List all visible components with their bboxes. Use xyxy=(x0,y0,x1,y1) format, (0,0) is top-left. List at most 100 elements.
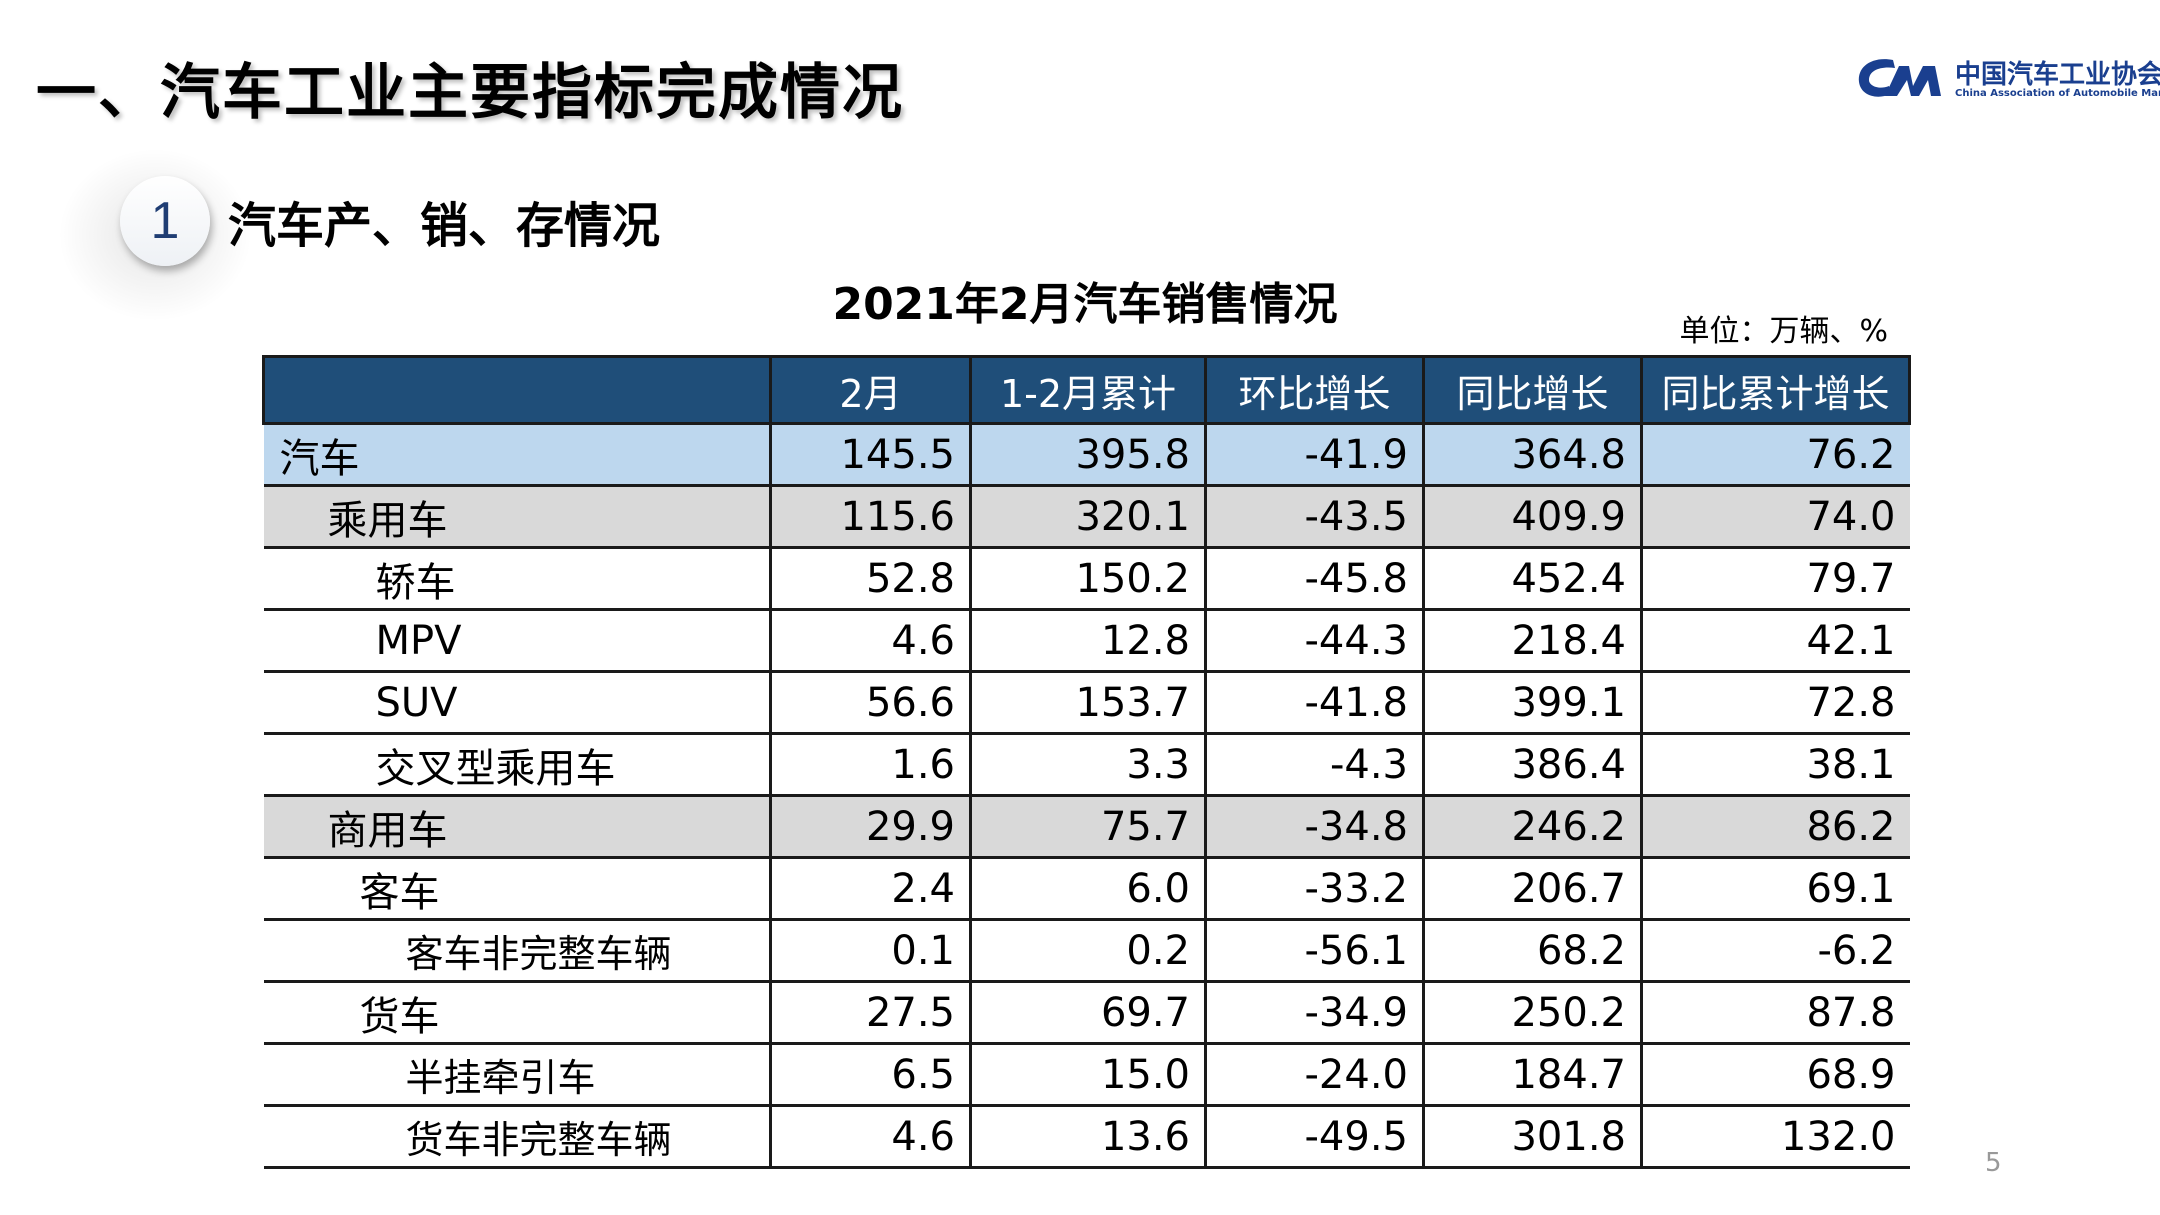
row-label: 汽车 xyxy=(263,423,772,487)
cell-yoy-cumulative: 42.1 xyxy=(1640,609,1910,673)
cell-mom: -56.1 xyxy=(1204,919,1425,983)
cell-cumulative: 3.3 xyxy=(969,733,1207,797)
column-header-feb: 2月 xyxy=(769,355,972,425)
cell-mom: -43.5 xyxy=(1204,485,1425,549)
row-label: 客车 xyxy=(263,857,772,921)
table-row: 货车 27.5 69.7 -34.9 250.2 87.8 xyxy=(263,981,1910,1045)
cell-cumulative: 320.1 xyxy=(969,485,1207,549)
row-label: 交叉型乘用车 xyxy=(263,733,772,797)
cell-cumulative: 0.2 xyxy=(969,919,1207,983)
cell-yoy-cumulative: 132.0 xyxy=(1640,1105,1910,1169)
cell-cumulative: 6.0 xyxy=(969,857,1207,921)
sales-table: 2月 1-2月累计 环比增长 同比增长 同比累计增长 汽车 145.5 395.… xyxy=(262,355,1911,1169)
table-title: 2021年2月汽车销售情况 xyxy=(832,279,1338,330)
cell-feb: 1.6 xyxy=(769,733,972,797)
cell-yoy: 218.4 xyxy=(1422,609,1643,673)
cell-yoy-cumulative: 72.8 xyxy=(1640,671,1910,735)
cell-feb: 4.6 xyxy=(769,609,972,673)
cell-mom: -34.9 xyxy=(1204,981,1425,1045)
cell-mom: -33.2 xyxy=(1204,857,1425,921)
page-number: 5 xyxy=(1985,1148,2002,1178)
table-row: 乘用车 115.6 320.1 -43.5 409.9 74.0 xyxy=(263,485,1910,549)
cell-mom: -4.3 xyxy=(1204,733,1425,797)
slide-title: 一、汽车工业主要指标完成情况 xyxy=(36,58,904,128)
cell-yoy: 364.8 xyxy=(1422,423,1643,487)
cell-feb: 0.1 xyxy=(769,919,972,983)
table-row: 商用车 29.9 75.7 -34.8 246.2 86.2 xyxy=(263,795,1910,859)
cell-mom: -41.9 xyxy=(1204,423,1425,487)
table-row: 交叉型乘用车 1.6 3.3 -4.3 386.4 38.1 xyxy=(263,733,1910,797)
table-row: 汽车 145.5 395.8 -41.9 364.8 76.2 xyxy=(263,423,1910,487)
table-header-row: 2月 1-2月累计 环比增长 同比增长 同比累计增长 xyxy=(262,355,1911,425)
cell-feb: 52.8 xyxy=(769,547,972,611)
column-header-category xyxy=(262,355,772,425)
cell-yoy-cumulative: 87.8 xyxy=(1640,981,1910,1045)
table-row: 货车非完整车辆 4.6 13.6 -49.5 301.8 132.0 xyxy=(263,1105,1910,1169)
column-header-yoy-growth: 同比增长 xyxy=(1422,355,1643,425)
table-row: 客车非完整车辆 0.1 0.2 -56.1 68.2 -6.2 xyxy=(263,919,1910,983)
cell-yoy-cumulative: 38.1 xyxy=(1640,733,1910,797)
cell-feb: 4.6 xyxy=(769,1105,972,1169)
row-label: MPV xyxy=(263,609,772,673)
cell-yoy: 386.4 xyxy=(1422,733,1643,797)
cell-yoy-cumulative: 74.0 xyxy=(1640,485,1910,549)
cell-yoy-cumulative: 76.2 xyxy=(1640,423,1910,487)
row-label: 货车 xyxy=(263,981,772,1045)
cell-mom: -41.8 xyxy=(1204,671,1425,735)
row-label: 乘用车 xyxy=(263,485,772,549)
cell-feb: 6.5 xyxy=(769,1043,972,1107)
cell-yoy: 399.1 xyxy=(1422,671,1643,735)
column-header-yoy-cumulative-growth: 同比累计增长 xyxy=(1640,355,1911,425)
logo-chinese-name: 中国汽车工业协会 xyxy=(1955,60,2160,90)
cell-yoy-cumulative: -6.2 xyxy=(1640,919,1910,983)
section-number-badge: 1 xyxy=(120,176,210,266)
cell-yoy-cumulative: 79.7 xyxy=(1640,547,1910,611)
cell-yoy: 452.4 xyxy=(1422,547,1643,611)
table-row: MPV 4.6 12.8 -44.3 218.4 42.1 xyxy=(263,609,1910,673)
cell-cumulative: 150.2 xyxy=(969,547,1207,611)
cell-feb: 56.6 xyxy=(769,671,972,735)
row-label: 轿车 xyxy=(263,547,772,611)
cell-cumulative: 153.7 xyxy=(969,671,1207,735)
cell-cumulative: 395.8 xyxy=(969,423,1207,487)
row-label: SUV xyxy=(263,671,772,735)
cell-cumulative: 75.7 xyxy=(969,795,1207,859)
row-label: 客车非完整车辆 xyxy=(263,919,772,983)
cell-mom: -49.5 xyxy=(1204,1105,1425,1169)
cell-feb: 29.9 xyxy=(769,795,972,859)
table-row: 半挂牵引车 6.5 15.0 -24.0 184.7 68.9 xyxy=(263,1043,1910,1107)
cell-yoy-cumulative: 86.2 xyxy=(1640,795,1910,859)
logo-english-name: China Association of Automobile Manufact… xyxy=(1955,88,2160,99)
cell-mom: -44.3 xyxy=(1204,609,1425,673)
cell-cumulative: 69.7 xyxy=(969,981,1207,1045)
cell-yoy: 206.7 xyxy=(1422,857,1643,921)
cell-yoy: 246.2 xyxy=(1422,795,1643,859)
cell-feb: 2.4 xyxy=(769,857,972,921)
unit-note: 单位：万辆、% xyxy=(1679,314,1888,349)
row-label: 货车非完整车辆 xyxy=(263,1105,772,1169)
row-label: 半挂牵引车 xyxy=(263,1043,772,1107)
table-row: 客车 2.4 6.0 -33.2 206.7 69.1 xyxy=(263,857,1910,921)
caam-logo-icon xyxy=(1858,59,1941,97)
cell-cumulative: 13.6 xyxy=(969,1105,1207,1169)
cell-yoy: 301.8 xyxy=(1422,1105,1643,1169)
cell-cumulative: 15.0 xyxy=(969,1043,1207,1107)
cell-yoy: 184.7 xyxy=(1422,1043,1643,1107)
section-title: 汽车产、销、存情况 xyxy=(228,198,661,254)
column-header-mom-growth: 环比增长 xyxy=(1204,355,1425,425)
cell-feb: 27.5 xyxy=(769,981,972,1045)
cell-yoy: 250.2 xyxy=(1422,981,1643,1045)
cell-yoy: 68.2 xyxy=(1422,919,1643,983)
table-row: SUV 56.6 153.7 -41.8 399.1 72.8 xyxy=(263,671,1910,735)
cell-mom: -24.0 xyxy=(1204,1043,1425,1107)
cell-feb: 115.6 xyxy=(769,485,972,549)
cell-cumulative: 12.8 xyxy=(969,609,1207,673)
cell-yoy-cumulative: 68.9 xyxy=(1640,1043,1910,1107)
cell-yoy-cumulative: 69.1 xyxy=(1640,857,1910,921)
caam-logo: 中国汽车工业协会 China Association of Automobile… xyxy=(1855,52,2160,112)
cell-yoy: 409.9 xyxy=(1422,485,1643,549)
table-row: 轿车 52.8 150.2 -45.8 452.4 79.7 xyxy=(263,547,1910,611)
row-label: 商用车 xyxy=(263,795,772,859)
column-header-jan-feb-cumulative: 1-2月累计 xyxy=(969,355,1207,425)
cell-feb: 145.5 xyxy=(769,423,972,487)
